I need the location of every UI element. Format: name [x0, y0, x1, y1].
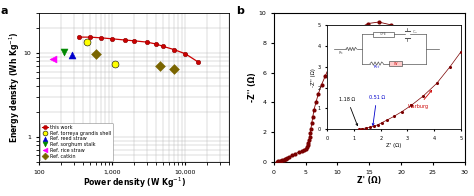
Point: [356, 26, 364, 30]
Point: [277, 159, 285, 162]
Point: [303, 146, 311, 149]
Point: [304, 143, 311, 146]
Point: [111, 62, 119, 65]
Point: [388, 24, 395, 27]
Point: [92, 52, 100, 55]
Point: [449, 77, 457, 80]
Y-axis label: Energy density (Wh Kg$^{-1}$): Energy density (Wh Kg$^{-1}$): [8, 32, 22, 143]
Point: [326, 65, 333, 68]
Point: [288, 154, 296, 157]
Point: [308, 122, 316, 125]
Point: [330, 56, 337, 59]
Point: [60, 51, 68, 54]
Point: [309, 116, 317, 119]
Point: [291, 152, 299, 155]
Point: [307, 131, 314, 134]
Point: [170, 67, 178, 70]
Point: [83, 41, 91, 44]
Point: [295, 151, 302, 154]
Point: [364, 22, 372, 25]
Point: [413, 38, 420, 42]
Point: [312, 101, 319, 104]
Point: [315, 92, 322, 95]
Point: [375, 20, 383, 24]
Text: b: b: [236, 6, 244, 16]
X-axis label: Power density (W Kg$^{-1}$): Power density (W Kg$^{-1}$): [83, 176, 186, 191]
Point: [305, 138, 313, 141]
Point: [283, 156, 291, 160]
Point: [348, 32, 356, 35]
Point: [278, 159, 286, 162]
Point: [274, 160, 282, 163]
Point: [335, 47, 343, 50]
Y-axis label: -Z'' (Ω): -Z'' (Ω): [248, 73, 257, 102]
Point: [156, 64, 164, 68]
Point: [298, 149, 306, 152]
Point: [306, 135, 313, 138]
Point: [318, 83, 326, 86]
Legend: this work, Ref. torreya grandis shell, Ref. reed straw, Ref. sorghum stalk, Ref.: this work, Ref. torreya grandis shell, R…: [40, 123, 113, 161]
Point: [307, 127, 315, 130]
X-axis label: Z' (Ω): Z' (Ω): [357, 176, 381, 185]
Point: [322, 74, 329, 77]
Point: [285, 155, 293, 158]
Point: [280, 158, 287, 162]
Point: [305, 141, 312, 144]
Point: [310, 108, 318, 112]
Point: [273, 160, 281, 163]
Point: [282, 157, 290, 160]
Point: [281, 158, 289, 161]
Point: [302, 147, 310, 151]
Point: [276, 159, 283, 162]
Point: [68, 53, 75, 56]
Point: [301, 149, 308, 152]
Point: [49, 57, 57, 61]
Point: [438, 62, 446, 65]
Point: [401, 29, 408, 33]
Point: [341, 40, 349, 43]
Point: [426, 49, 433, 52]
Text: a: a: [1, 6, 9, 16]
